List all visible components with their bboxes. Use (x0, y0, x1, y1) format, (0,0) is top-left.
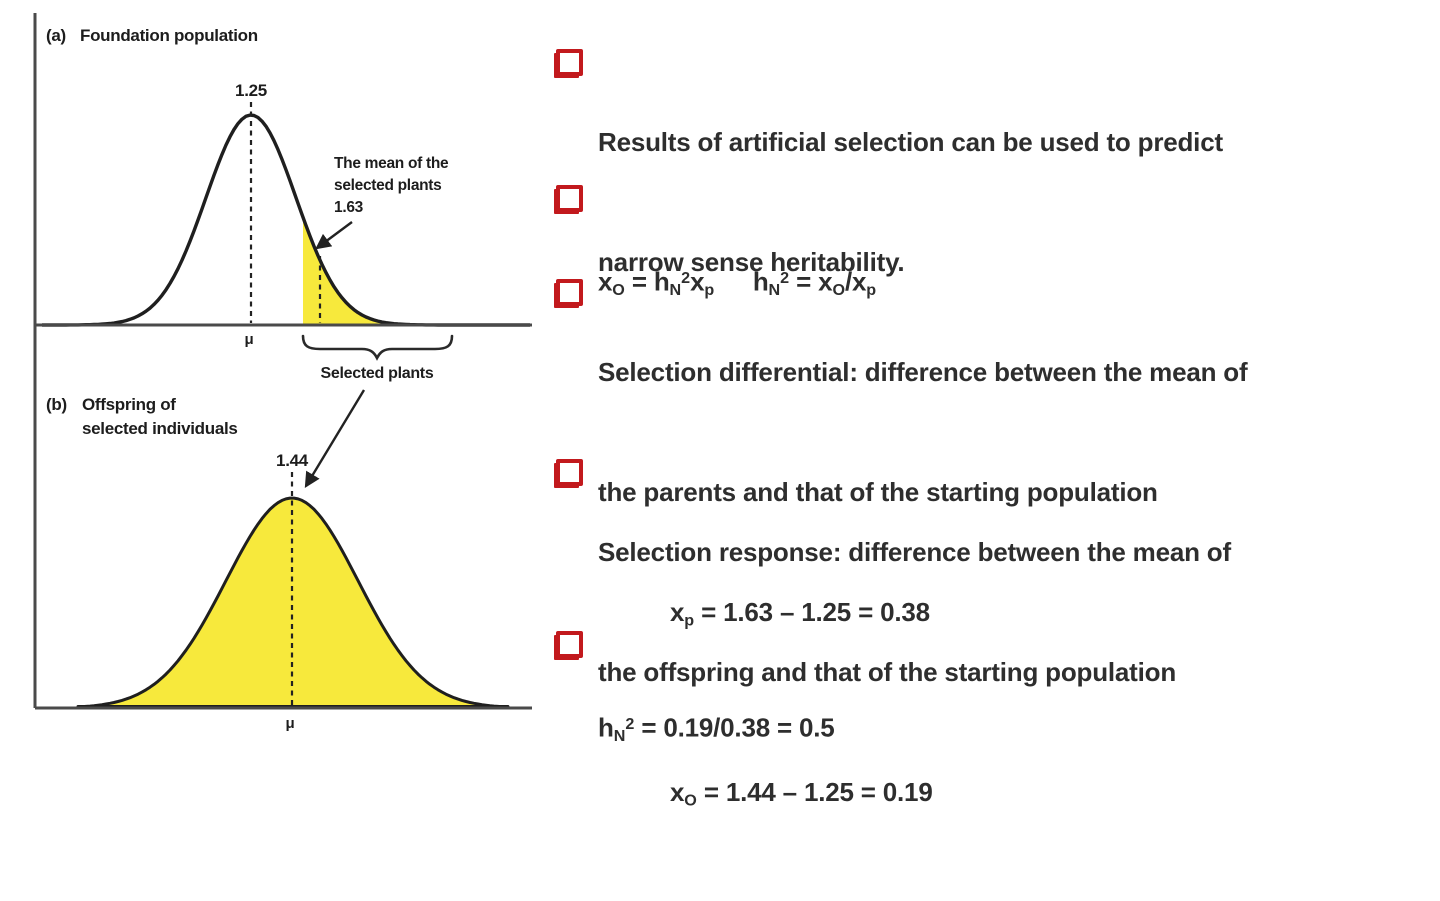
red-square-bullet-icon (556, 459, 583, 486)
bullet-text-line: the offspring and that of the starting p… (598, 657, 1177, 687)
panel-b-title-line-2: selected individuals (82, 419, 238, 438)
selection-differential-formula: xp = 1.63 – 1.25 = 0.38 (670, 597, 930, 630)
selection-figure: (a) Foundation population 1.25 The mean … (0, 0, 545, 734)
bullet-text-line: Selection response: difference between t… (598, 537, 1231, 567)
selected-mean-value: 1.63 (334, 199, 364, 216)
foundation-mean-value: 1.25 (235, 81, 267, 100)
bullet-list: Results of artificial selection can be u… (556, 0, 1432, 810)
panel-b-label: (b) (46, 395, 67, 414)
bullet-formula-definitions: xO = hN2xp hN2 = xO/xp (556, 178, 876, 390)
heritability-formula: xO = hN2xp hN2 = xO/xp (598, 266, 877, 299)
panel-b-title-line-1: Offspring of (82, 395, 176, 414)
annotation-line-1: The mean of the (334, 155, 449, 172)
selected-plants-arrow (304, 389, 366, 489)
bullet-heritability-result: hN2 = 0.19/0.38 = 0.5 (556, 624, 835, 836)
panel-b-mu-label: μ (286, 715, 295, 732)
selected-plants-brace (301, 334, 454, 361)
slide: (a) Foundation population 1.25 The mean … (0, 0, 1432, 810)
bullet-selection-differential: Selection differential: difference betwe… (556, 272, 1248, 721)
bullet-text-line: Results of artificial selection can be u… (598, 127, 1223, 157)
panel-a-title: Foundation population (80, 26, 258, 45)
heritability-result-formula: hN2 = 0.19/0.38 = 0.5 (598, 712, 835, 745)
red-square-bullet-icon (556, 279, 583, 306)
red-square-bullet-icon (556, 631, 583, 658)
foundation-population-curve (42, 113, 530, 327)
distribution-diagram: (a) Foundation population 1.25 The mean … (33, 13, 532, 732)
bullet-text-line: the parents and that of the starting pop… (598, 477, 1158, 507)
red-square-bullet-icon (556, 185, 583, 212)
red-square-bullet-icon (556, 49, 583, 76)
selected-plants-label: Selected plants (321, 365, 434, 382)
annotation-line-2: selected plants (334, 177, 442, 194)
selected-plants-highlight-region (303, 217, 470, 325)
bullet-text-line: Selection differential: difference betwe… (598, 357, 1248, 387)
panel-a-mu-label: μ (245, 331, 254, 348)
bullet-text-line: narrow sense heritability. (598, 247, 905, 277)
mean-1-63-arrow (315, 221, 353, 250)
bullet-heritability: Results of artificial selection can be u… (556, 42, 1223, 362)
panel-a-label: (a) (46, 26, 66, 45)
offspring-mean-value: 1.44 (276, 451, 309, 470)
offspring-population-curve (76, 496, 510, 709)
